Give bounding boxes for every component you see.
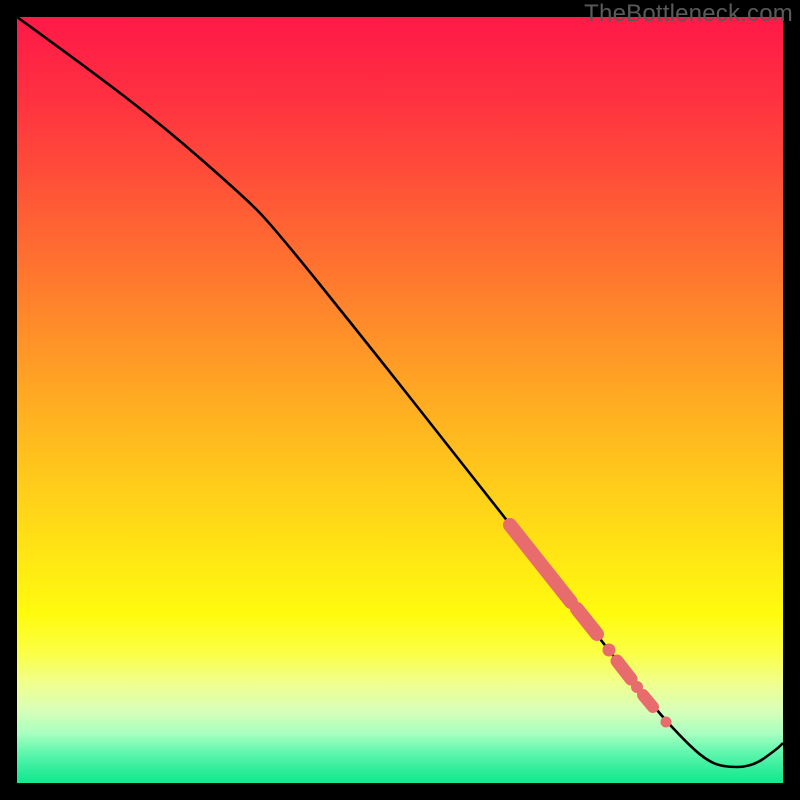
data-marker-segment <box>510 525 571 602</box>
data-marker-dot <box>661 717 672 728</box>
bottleneck-curve <box>17 17 783 767</box>
chart-plot-area <box>17 17 783 783</box>
data-marker-dot <box>603 644 616 657</box>
data-marker-segment <box>577 609 597 634</box>
chart-line-layer <box>17 17 783 783</box>
data-marker-segment <box>617 661 631 679</box>
data-marker-segment <box>643 695 653 707</box>
watermark-text: TheBottleneck.com <box>584 0 793 28</box>
data-markers <box>510 525 672 728</box>
